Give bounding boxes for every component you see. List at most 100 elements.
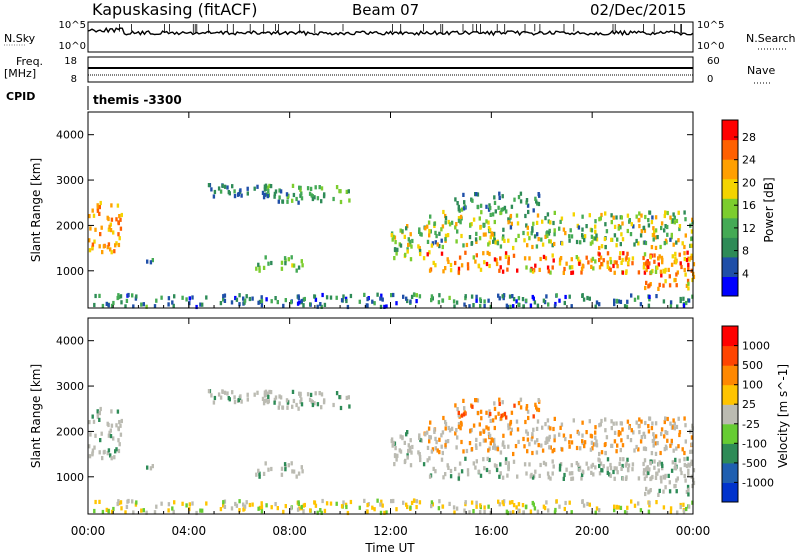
power-cell — [217, 186, 221, 191]
power-cell — [297, 200, 300, 205]
power-cell — [479, 297, 482, 302]
power-cell — [542, 298, 546, 303]
velocity-cell — [590, 440, 594, 445]
power-cell — [621, 237, 625, 242]
velocity-cell — [643, 476, 647, 481]
power-cell — [684, 272, 687, 277]
velocity-cell — [537, 407, 541, 413]
power-cell — [135, 294, 138, 299]
power-cell — [653, 230, 656, 235]
velocity-cell — [110, 423, 114, 428]
velocity-cell — [105, 507, 108, 512]
velocity-cell — [619, 448, 622, 453]
power-cell — [628, 219, 631, 224]
velocity-cell — [690, 435, 694, 440]
velocity-cell — [120, 418, 123, 424]
y-tick-label: 2000 — [56, 425, 84, 438]
power-cell — [488, 263, 491, 269]
velocity-cell — [428, 474, 432, 479]
velocity-cell — [687, 468, 690, 473]
velocity-cell — [217, 392, 221, 397]
velocity-cell — [551, 471, 554, 476]
power-cell — [428, 233, 431, 238]
velocity-cell — [515, 419, 519, 424]
velocity-cell — [278, 401, 281, 406]
power-cell — [575, 239, 579, 245]
velocity-cell — [258, 505, 262, 510]
velocity-cell — [635, 444, 638, 450]
power-ylabel: Slant Range [km] — [29, 158, 43, 262]
power-cell — [610, 220, 613, 225]
power-cell — [441, 298, 445, 303]
power-cell — [93, 239, 96, 244]
power-cell — [643, 228, 647, 233]
velocity-cell — [676, 510, 679, 515]
colorbar-tick-label: 25 — [742, 398, 756, 411]
power-cell — [366, 303, 369, 308]
power-cell — [438, 231, 441, 236]
power-cell — [110, 217, 114, 222]
velocity-cell — [300, 402, 304, 407]
velocity-cell — [676, 476, 679, 481]
power-cell — [91, 208, 94, 213]
power-cell — [280, 260, 284, 265]
velocity-cell — [460, 413, 464, 418]
y-tick-label: 4000 — [56, 129, 84, 142]
velocity-cell — [628, 425, 631, 430]
velocity-cell — [629, 438, 633, 443]
velocity-cell — [191, 501, 194, 506]
velocity-cell — [428, 456, 431, 461]
power-cell — [687, 281, 690, 286]
power-cell — [598, 217, 601, 222]
velocity-cell — [321, 498, 324, 504]
colorbar-frame — [721, 119, 739, 297]
velocity-cell — [680, 470, 683, 476]
power-cell — [663, 269, 667, 274]
velocity-cell — [444, 472, 447, 477]
velocity-cell — [366, 503, 369, 508]
power-cell — [455, 222, 458, 227]
velocity-cell — [88, 454, 92, 459]
power-cell — [102, 244, 106, 249]
velocity-cell — [606, 466, 609, 471]
velocity-cell — [525, 406, 528, 411]
colorbar-segment — [722, 256, 738, 277]
power-cell — [534, 263, 537, 268]
velocity-cell — [88, 444, 91, 449]
velocity-cell — [663, 419, 666, 425]
power-cell — [486, 250, 489, 255]
power-cell — [446, 257, 449, 262]
power-cell — [508, 294, 512, 299]
power-cell — [499, 244, 503, 249]
power-cell — [475, 192, 478, 197]
velocity-cell — [242, 502, 245, 507]
velocity-cell — [553, 416, 556, 421]
power-cell — [672, 242, 675, 247]
colorbar-segment — [722, 198, 738, 219]
velocity-cell — [96, 412, 99, 417]
power-cell — [507, 260, 510, 265]
power-cell — [670, 232, 673, 237]
velocity-cell — [338, 395, 341, 400]
power-cell — [483, 299, 486, 304]
power-cell — [426, 252, 429, 257]
power-cell — [287, 257, 290, 262]
velocity-cell — [617, 432, 620, 437]
power-cell — [290, 300, 293, 305]
velocity-cell — [452, 505, 456, 510]
power-cell — [88, 214, 91, 219]
velocity-cell — [674, 457, 677, 462]
power-cell — [619, 251, 622, 256]
velocity-cell — [441, 450, 444, 456]
power-cell — [627, 257, 631, 262]
power-cell — [594, 224, 597, 229]
velocity-cell — [237, 398, 240, 403]
velocity-cell — [222, 503, 225, 508]
power-cell — [663, 228, 666, 233]
power-cell — [442, 209, 445, 215]
power-cell — [233, 189, 236, 194]
power-cell — [475, 294, 478, 299]
velocity-cell — [407, 448, 410, 453]
velocity-cell — [155, 504, 158, 509]
velocity-cell — [519, 397, 523, 402]
